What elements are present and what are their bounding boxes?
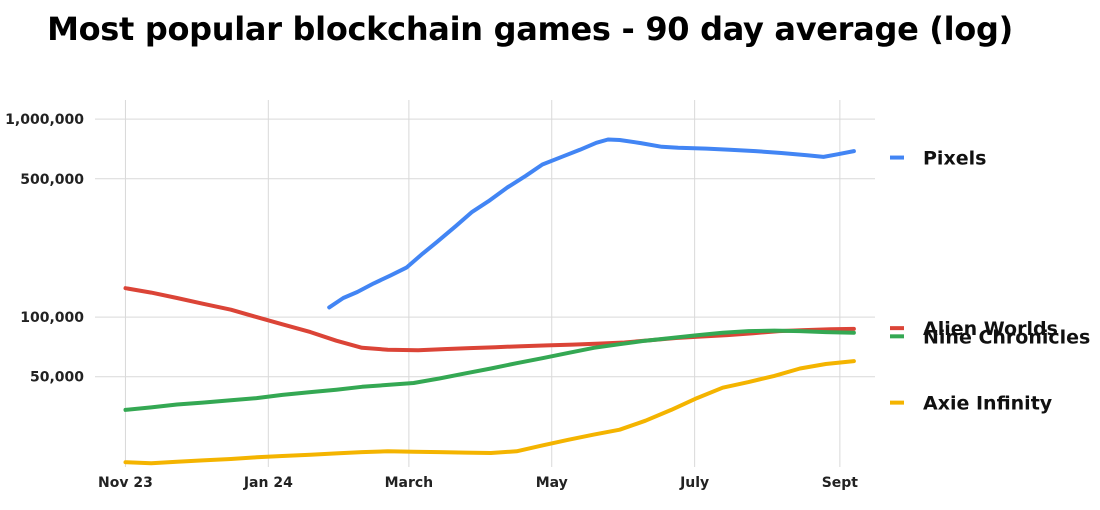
plot-series xyxy=(123,137,856,466)
y-tick-label: 50,000 xyxy=(30,370,84,386)
legend-label-nine-chronicles: Nine Chronicles xyxy=(923,326,1090,348)
x-tick-label: March xyxy=(385,475,434,491)
legend-label-alien-worlds: Alien Worlds xyxy=(923,318,1058,340)
legend-label-pixels: Pixels xyxy=(923,148,986,170)
grid xyxy=(95,100,875,467)
x-tick-label: May xyxy=(536,475,568,491)
x-tick-label: July xyxy=(679,475,709,491)
series-line-pixels xyxy=(327,137,856,310)
x-tick-label: Jan 24 xyxy=(243,475,293,491)
chart-title: Most popular blockchain games - 90 day a… xyxy=(47,10,1013,48)
x-tick-label: Nov 23 xyxy=(98,475,153,491)
series-line-nine-chronicles xyxy=(123,328,856,412)
x-tick-label: Sept xyxy=(822,475,859,491)
series-line-alien-worlds xyxy=(123,286,856,353)
y-tick-label: 1,000,000 xyxy=(5,112,84,128)
legend-label-axie-infinity: Axie Infinity xyxy=(923,393,1053,415)
axes: Nov 23 Jan 24 March May July Sept 50,000 100,00… xyxy=(5,112,858,491)
y-tick-label: 100,000 xyxy=(20,310,84,326)
y-tick-label: 500,000 xyxy=(20,172,84,188)
series-line-axie-infinity xyxy=(123,359,856,466)
